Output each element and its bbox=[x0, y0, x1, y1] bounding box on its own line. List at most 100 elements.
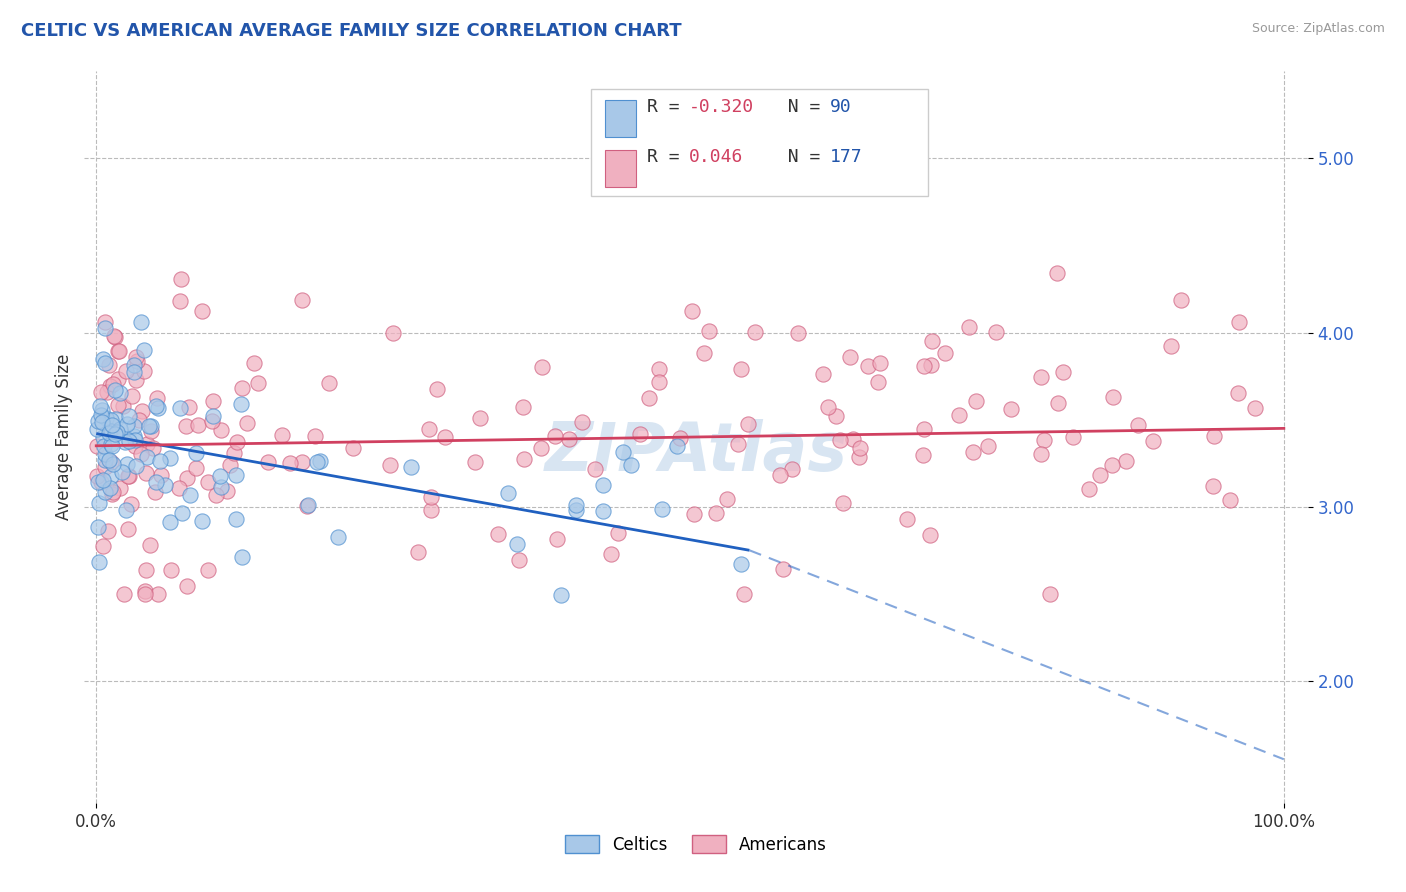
Point bbox=[256, 455, 278, 469]
Point bbox=[786, 326, 808, 340]
Point bbox=[648, 362, 671, 376]
Point bbox=[93, 439, 115, 453]
Point bbox=[531, 360, 554, 375]
Point bbox=[101, 487, 124, 501]
Point bbox=[118, 409, 141, 424]
Point bbox=[118, 469, 141, 483]
Point bbox=[737, 417, 759, 432]
Point bbox=[209, 423, 232, 437]
Point bbox=[87, 475, 110, 490]
Point bbox=[1052, 365, 1074, 379]
Point bbox=[170, 272, 193, 286]
Point bbox=[93, 453, 115, 467]
Point bbox=[187, 417, 209, 432]
Point bbox=[98, 379, 121, 393]
Point bbox=[1000, 401, 1022, 416]
Point bbox=[546, 532, 568, 546]
Point bbox=[108, 386, 131, 401]
Point bbox=[744, 326, 766, 340]
Point bbox=[666, 439, 689, 453]
Point bbox=[1029, 447, 1052, 461]
Point bbox=[125, 350, 148, 364]
Point bbox=[131, 404, 153, 418]
Point bbox=[839, 350, 862, 364]
Point bbox=[513, 452, 536, 467]
Point bbox=[202, 394, 225, 409]
Point bbox=[160, 562, 183, 576]
Point bbox=[583, 461, 606, 475]
Point bbox=[124, 434, 146, 448]
Point bbox=[380, 458, 402, 473]
Point bbox=[201, 414, 224, 428]
Point bbox=[96, 411, 118, 425]
Point bbox=[115, 417, 138, 432]
Point bbox=[96, 384, 118, 399]
Point bbox=[464, 455, 486, 469]
Point bbox=[93, 485, 115, 500]
Point bbox=[153, 478, 176, 492]
Point bbox=[142, 442, 165, 456]
Point bbox=[305, 455, 328, 469]
Point bbox=[869, 356, 891, 370]
Point bbox=[399, 459, 422, 474]
Point bbox=[612, 445, 634, 459]
Point bbox=[1142, 434, 1164, 449]
Point bbox=[242, 356, 264, 370]
Point bbox=[134, 583, 156, 598]
Point bbox=[219, 458, 242, 473]
Point bbox=[103, 329, 125, 343]
Point bbox=[120, 497, 142, 511]
Point bbox=[149, 454, 172, 468]
Point bbox=[122, 365, 145, 379]
Point bbox=[90, 384, 112, 399]
Point bbox=[86, 439, 108, 453]
Point bbox=[468, 411, 491, 425]
Text: R =: R = bbox=[647, 148, 702, 166]
Point bbox=[94, 321, 117, 335]
Point bbox=[1170, 293, 1192, 308]
Point bbox=[97, 425, 120, 440]
Legend: Celtics, Americans: Celtics, Americans bbox=[558, 829, 834, 860]
Point bbox=[1244, 401, 1267, 415]
Point bbox=[1128, 417, 1150, 432]
Point bbox=[706, 506, 728, 520]
Point bbox=[1101, 458, 1123, 472]
Point bbox=[1088, 467, 1111, 482]
Point bbox=[209, 480, 232, 494]
Point bbox=[197, 475, 219, 490]
Point bbox=[122, 359, 145, 373]
Point bbox=[911, 448, 934, 462]
Point bbox=[101, 457, 124, 471]
Point bbox=[100, 425, 122, 439]
Point bbox=[231, 381, 253, 395]
Point bbox=[231, 397, 253, 411]
Point bbox=[278, 456, 301, 470]
Point bbox=[682, 507, 704, 521]
Point bbox=[90, 475, 112, 490]
Point bbox=[651, 502, 673, 516]
Text: R =: R = bbox=[647, 98, 690, 116]
Point bbox=[246, 376, 269, 390]
Point bbox=[174, 419, 197, 434]
Point bbox=[647, 375, 669, 389]
Point bbox=[848, 450, 870, 464]
Point bbox=[107, 372, 129, 386]
Point bbox=[100, 418, 122, 433]
Point bbox=[98, 358, 121, 372]
Point bbox=[496, 485, 519, 500]
Point bbox=[920, 358, 942, 372]
Point bbox=[87, 496, 110, 510]
Point bbox=[159, 450, 181, 465]
Point bbox=[342, 441, 364, 455]
Point bbox=[91, 429, 114, 443]
Point bbox=[208, 469, 231, 483]
Point bbox=[100, 455, 122, 469]
Point bbox=[896, 512, 918, 526]
Point bbox=[1160, 339, 1182, 353]
Point bbox=[129, 447, 152, 461]
Point bbox=[145, 399, 167, 413]
Point bbox=[127, 354, 149, 368]
Point bbox=[90, 415, 112, 429]
Text: CELTIC VS AMERICAN AVERAGE FAMILY SIZE CORRELATION CHART: CELTIC VS AMERICAN AVERAGE FAMILY SIZE C… bbox=[21, 22, 682, 40]
Point bbox=[817, 400, 839, 414]
